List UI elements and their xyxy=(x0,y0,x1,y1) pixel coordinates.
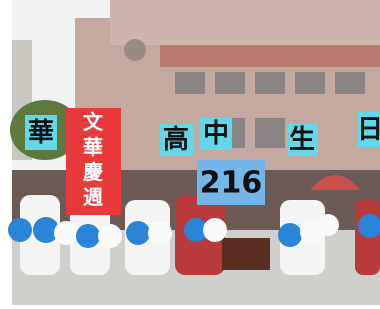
page: 華 文 華 慶 週 高 中 216 生 日 (() => { const dat… xyxy=(0,0,380,309)
roof xyxy=(160,45,380,67)
photo: 華 文 華 慶 週 高 中 216 生 日 xyxy=(0,0,380,309)
banner-text: 文 xyxy=(83,110,104,134)
sign-text: 中 xyxy=(203,119,229,149)
sign-text: 高 xyxy=(163,124,189,155)
sign-text: 華 xyxy=(28,118,54,148)
sign-text: 生 xyxy=(289,125,315,155)
banner-text: 慶 xyxy=(83,160,103,184)
sign-text: 日 xyxy=(357,115,380,145)
banner-text: 華 xyxy=(83,135,103,159)
sign-text: 216 xyxy=(200,166,263,201)
emblem xyxy=(124,39,146,61)
building-top xyxy=(110,0,380,45)
banner-text: 週 xyxy=(83,185,103,209)
